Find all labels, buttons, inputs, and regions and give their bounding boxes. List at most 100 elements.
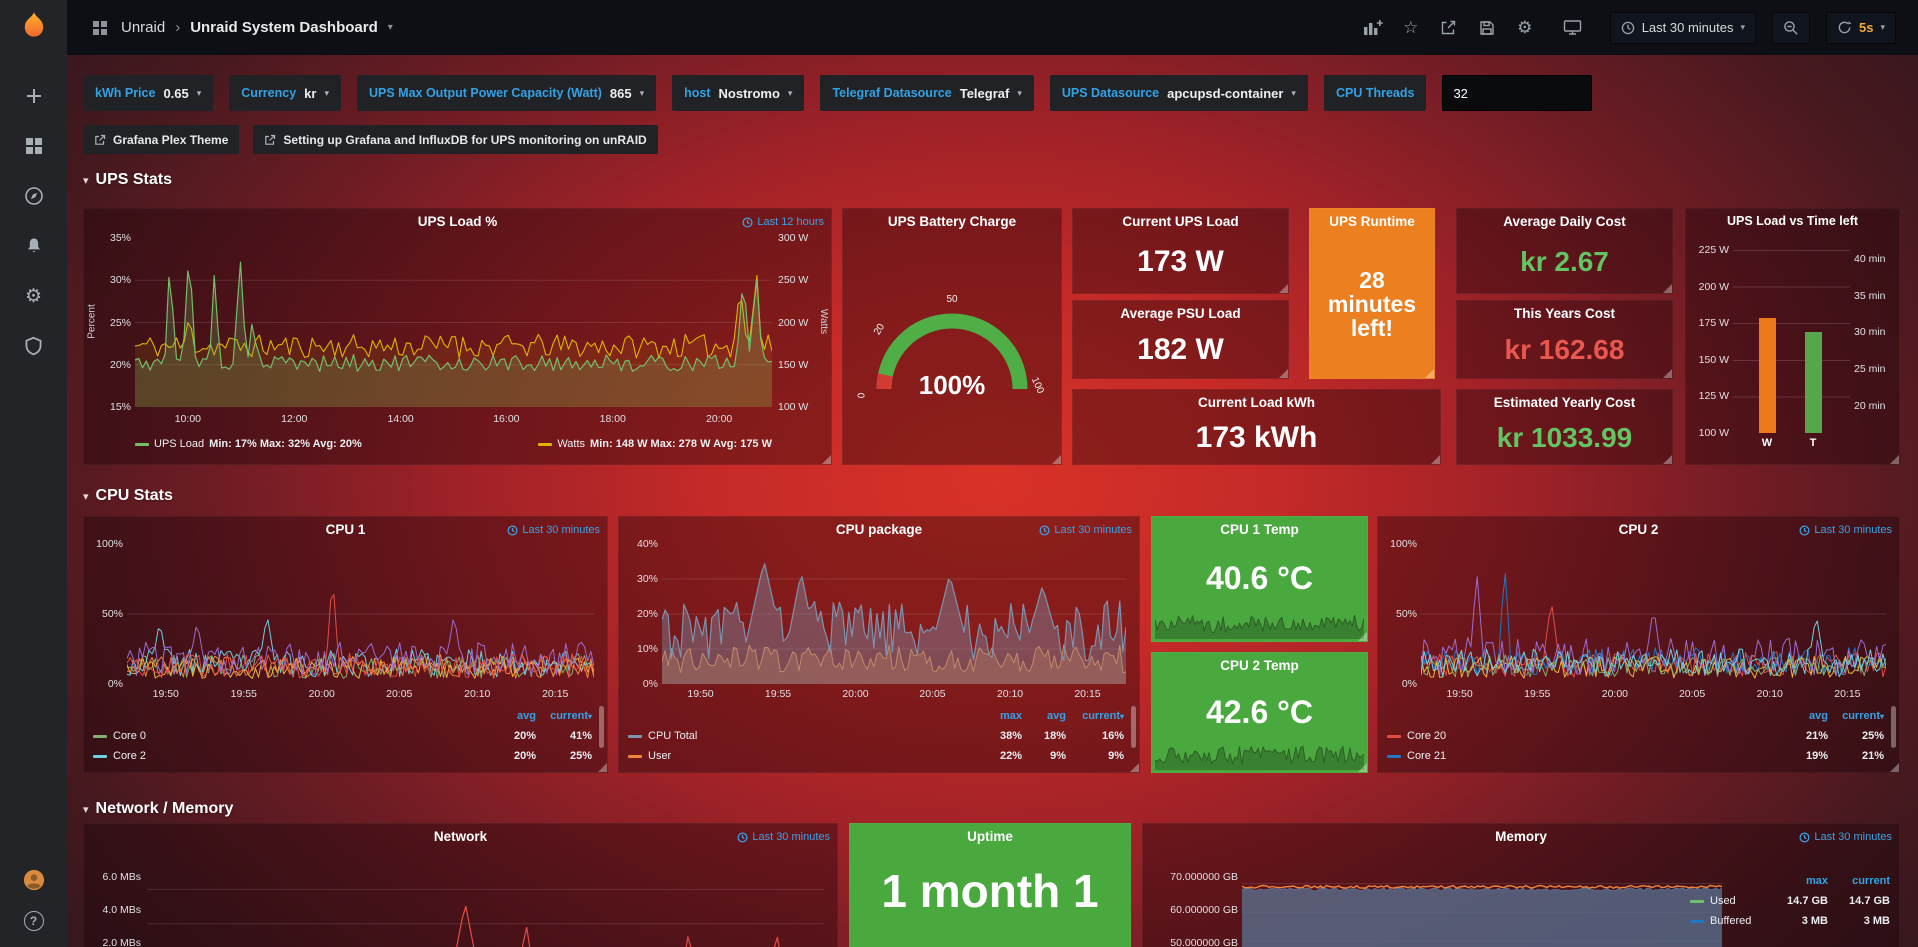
legend-series-name[interactable]: Core 0	[93, 730, 482, 742]
panel-time-tag[interactable]: Last 30 minutes	[1799, 831, 1892, 843]
panel-resize-handle[interactable]	[1431, 455, 1440, 464]
graph-plot-area[interactable]	[135, 238, 772, 407]
panel-resize-handle[interactable]	[822, 455, 831, 464]
cpu-threads-input[interactable]	[1442, 75, 1593, 111]
explore-compass-icon[interactable]	[23, 185, 45, 207]
graph-plot-area[interactable]	[1242, 855, 1722, 947]
panel-title[interactable]: Average PSU Load	[1120, 306, 1241, 321]
panel-title[interactable]: Memory	[1495, 829, 1547, 844]
section-header-cpu-stats[interactable]: ▾ CPU Stats	[83, 487, 173, 505]
legend-header-current[interactable]: current▾	[1842, 710, 1884, 722]
dashboards-grid-icon[interactable]	[89, 17, 111, 39]
legend-header-max[interactable]: max	[999, 710, 1022, 722]
legend-series-name[interactable]: CPU Total	[628, 730, 972, 742]
variable-currency[interactable]: Currency kr ▾	[229, 75, 341, 111]
variable-telegraf-datasource[interactable]: Telegraf Datasource Telegraf ▾	[820, 75, 1034, 111]
panel-title[interactable]: Network	[433, 829, 488, 844]
user-avatar[interactable]	[23, 869, 45, 891]
legend-header-current[interactable]: current	[1852, 875, 1890, 887]
save-icon[interactable]	[1476, 17, 1498, 39]
variable-ups-max-output[interactable]: UPS Max Output Power Capacity (Watt) 865…	[357, 75, 657, 111]
panel-title[interactable]: UPS Load %	[417, 214, 498, 229]
panel-resize-handle[interactable]	[1890, 763, 1899, 772]
variable-host[interactable]: host Nostromo ▾	[672, 75, 805, 111]
legend-scrollbar[interactable]	[1131, 706, 1136, 748]
panel-title[interactable]: CPU 1	[325, 522, 366, 537]
legend-item-ups-load[interactable]: UPS Load Min: 17% Max: 32% Avg: 20%	[135, 438, 362, 450]
legend-series-name[interactable]: Buffered	[1690, 915, 1766, 927]
panel-title[interactable]: CPU 1 Temp	[1220, 522, 1299, 537]
legend-series-name[interactable]: Core 2	[93, 750, 482, 762]
legend-series-name[interactable]: Core 21	[1387, 750, 1774, 762]
grafana-logo[interactable]	[19, 10, 49, 45]
graph-plot-area[interactable]	[127, 544, 594, 684]
panel-time-tag[interactable]: Last 30 minutes	[507, 524, 600, 536]
legend-item-watts[interactable]: Watts Min: 148 W Max: 278 W Avg: 175 W	[538, 438, 772, 450]
dashboard-caret-icon[interactable]: ▾	[387, 22, 393, 33]
panel-title[interactable]: Estimated Yearly Cost	[1493, 395, 1636, 410]
panel-resize-handle[interactable]	[1279, 369, 1288, 378]
legend-series-name[interactable]: Core 20	[1387, 730, 1774, 742]
panel-resize-handle[interactable]	[1279, 284, 1288, 293]
legend-header-avg[interactable]: avg	[517, 710, 536, 722]
panel-resize-handle[interactable]	[1358, 763, 1367, 772]
zoom-out-button[interactable]	[1772, 11, 1810, 44]
share-icon[interactable]	[1438, 17, 1460, 39]
graph-plot-area[interactable]	[662, 544, 1126, 684]
variable-ups-datasource[interactable]: UPS Datasource apcupsd-container ▾	[1049, 75, 1308, 111]
add-panel-icon[interactable]	[1362, 17, 1384, 39]
panel-resize-handle[interactable]	[598, 763, 607, 772]
section-header-network-memory[interactable]: ▾ Network / Memory	[83, 800, 233, 818]
legend-header-avg[interactable]: avg	[1047, 710, 1066, 722]
panel-title[interactable]: UPS Battery Charge	[887, 214, 1017, 229]
panel-title[interactable]: UPS Runtime	[1329, 214, 1415, 229]
graph-plot-area[interactable]	[147, 855, 824, 947]
breadcrumb-app[interactable]: Unraid	[121, 19, 166, 36]
panel-resize-handle[interactable]	[1130, 763, 1139, 772]
link-ups-monitoring-guide[interactable]: Setting up Grafana and InfluxDB for UPS …	[253, 125, 658, 154]
legend-series-name[interactable]: Used	[1690, 895, 1766, 907]
time-range-picker[interactable]: Last 30 minutes ▾	[1609, 11, 1756, 44]
panel-resize-handle[interactable]	[1358, 632, 1367, 641]
configuration-gear-icon[interactable]: ⚙	[24, 285, 43, 307]
legend-header-max[interactable]: max	[1805, 875, 1828, 887]
star-icon[interactable]: ☆	[1403, 18, 1419, 37]
panel-title[interactable]: Current Load kWh	[1198, 395, 1315, 410]
panel-title[interactable]: Average Daily Cost	[1503, 214, 1626, 229]
breadcrumb-dashboard-title[interactable]: Unraid System Dashboard	[190, 19, 378, 36]
panel-title[interactable]: This Years Cost	[1513, 306, 1616, 321]
panel-resize-handle[interactable]	[1052, 455, 1061, 464]
panel-title[interactable]: Uptime	[967, 829, 1013, 844]
panel-title[interactable]: CPU package	[835, 522, 923, 537]
refresh-button[interactable]: 5s ▾	[1826, 11, 1896, 44]
panel-resize-handle[interactable]	[1663, 369, 1672, 378]
cycle-view-monitor-icon[interactable]	[1562, 17, 1584, 39]
panel-resize-handle[interactable]	[1890, 455, 1899, 464]
panel-resize-handle[interactable]	[1663, 455, 1672, 464]
panel-time-tag[interactable]: Last 30 minutes	[737, 831, 830, 843]
section-header-ups-stats[interactable]: ▾ UPS Stats	[83, 171, 172, 189]
server-admin-shield-icon[interactable]	[23, 335, 45, 357]
panel-title[interactable]: UPS Load vs Time left	[1726, 214, 1859, 228]
help-icon[interactable]: ?	[23, 911, 44, 931]
alerting-bell-icon[interactable]	[23, 235, 45, 257]
legend-scrollbar[interactable]	[599, 706, 604, 748]
panel-resize-handle[interactable]	[1425, 369, 1434, 378]
legend-header-current[interactable]: current▾	[550, 710, 592, 722]
panel-time-tag[interactable]: Last 12 hours	[742, 216, 824, 228]
settings-gear-icon[interactable]: ⚙	[1517, 18, 1533, 37]
legend-header-avg[interactable]: avg	[1809, 710, 1828, 722]
create-plus-icon[interactable]	[23, 85, 45, 107]
link-grafana-plex-theme[interactable]: Grafana Plex Theme	[83, 125, 240, 154]
variable-kwh-price[interactable]: kWh Price 0.65 ▾	[83, 75, 214, 111]
panel-title[interactable]: CPU 2 Temp	[1220, 658, 1299, 673]
dashboards-icon[interactable]	[23, 135, 45, 157]
panel-time-tag[interactable]: Last 30 minutes	[1799, 524, 1892, 536]
panel-resize-handle[interactable]	[1663, 284, 1672, 293]
panel-title[interactable]: Current UPS Load	[1122, 214, 1239, 229]
legend-header-current[interactable]: current▾	[1082, 710, 1124, 722]
panel-time-tag[interactable]: Last 30 minutes	[1039, 524, 1132, 536]
refresh-interval-label[interactable]: 5s	[1859, 20, 1874, 35]
panel-title[interactable]: CPU 2	[1618, 522, 1659, 537]
bar-gauge-plot[interactable]	[1733, 250, 1850, 433]
